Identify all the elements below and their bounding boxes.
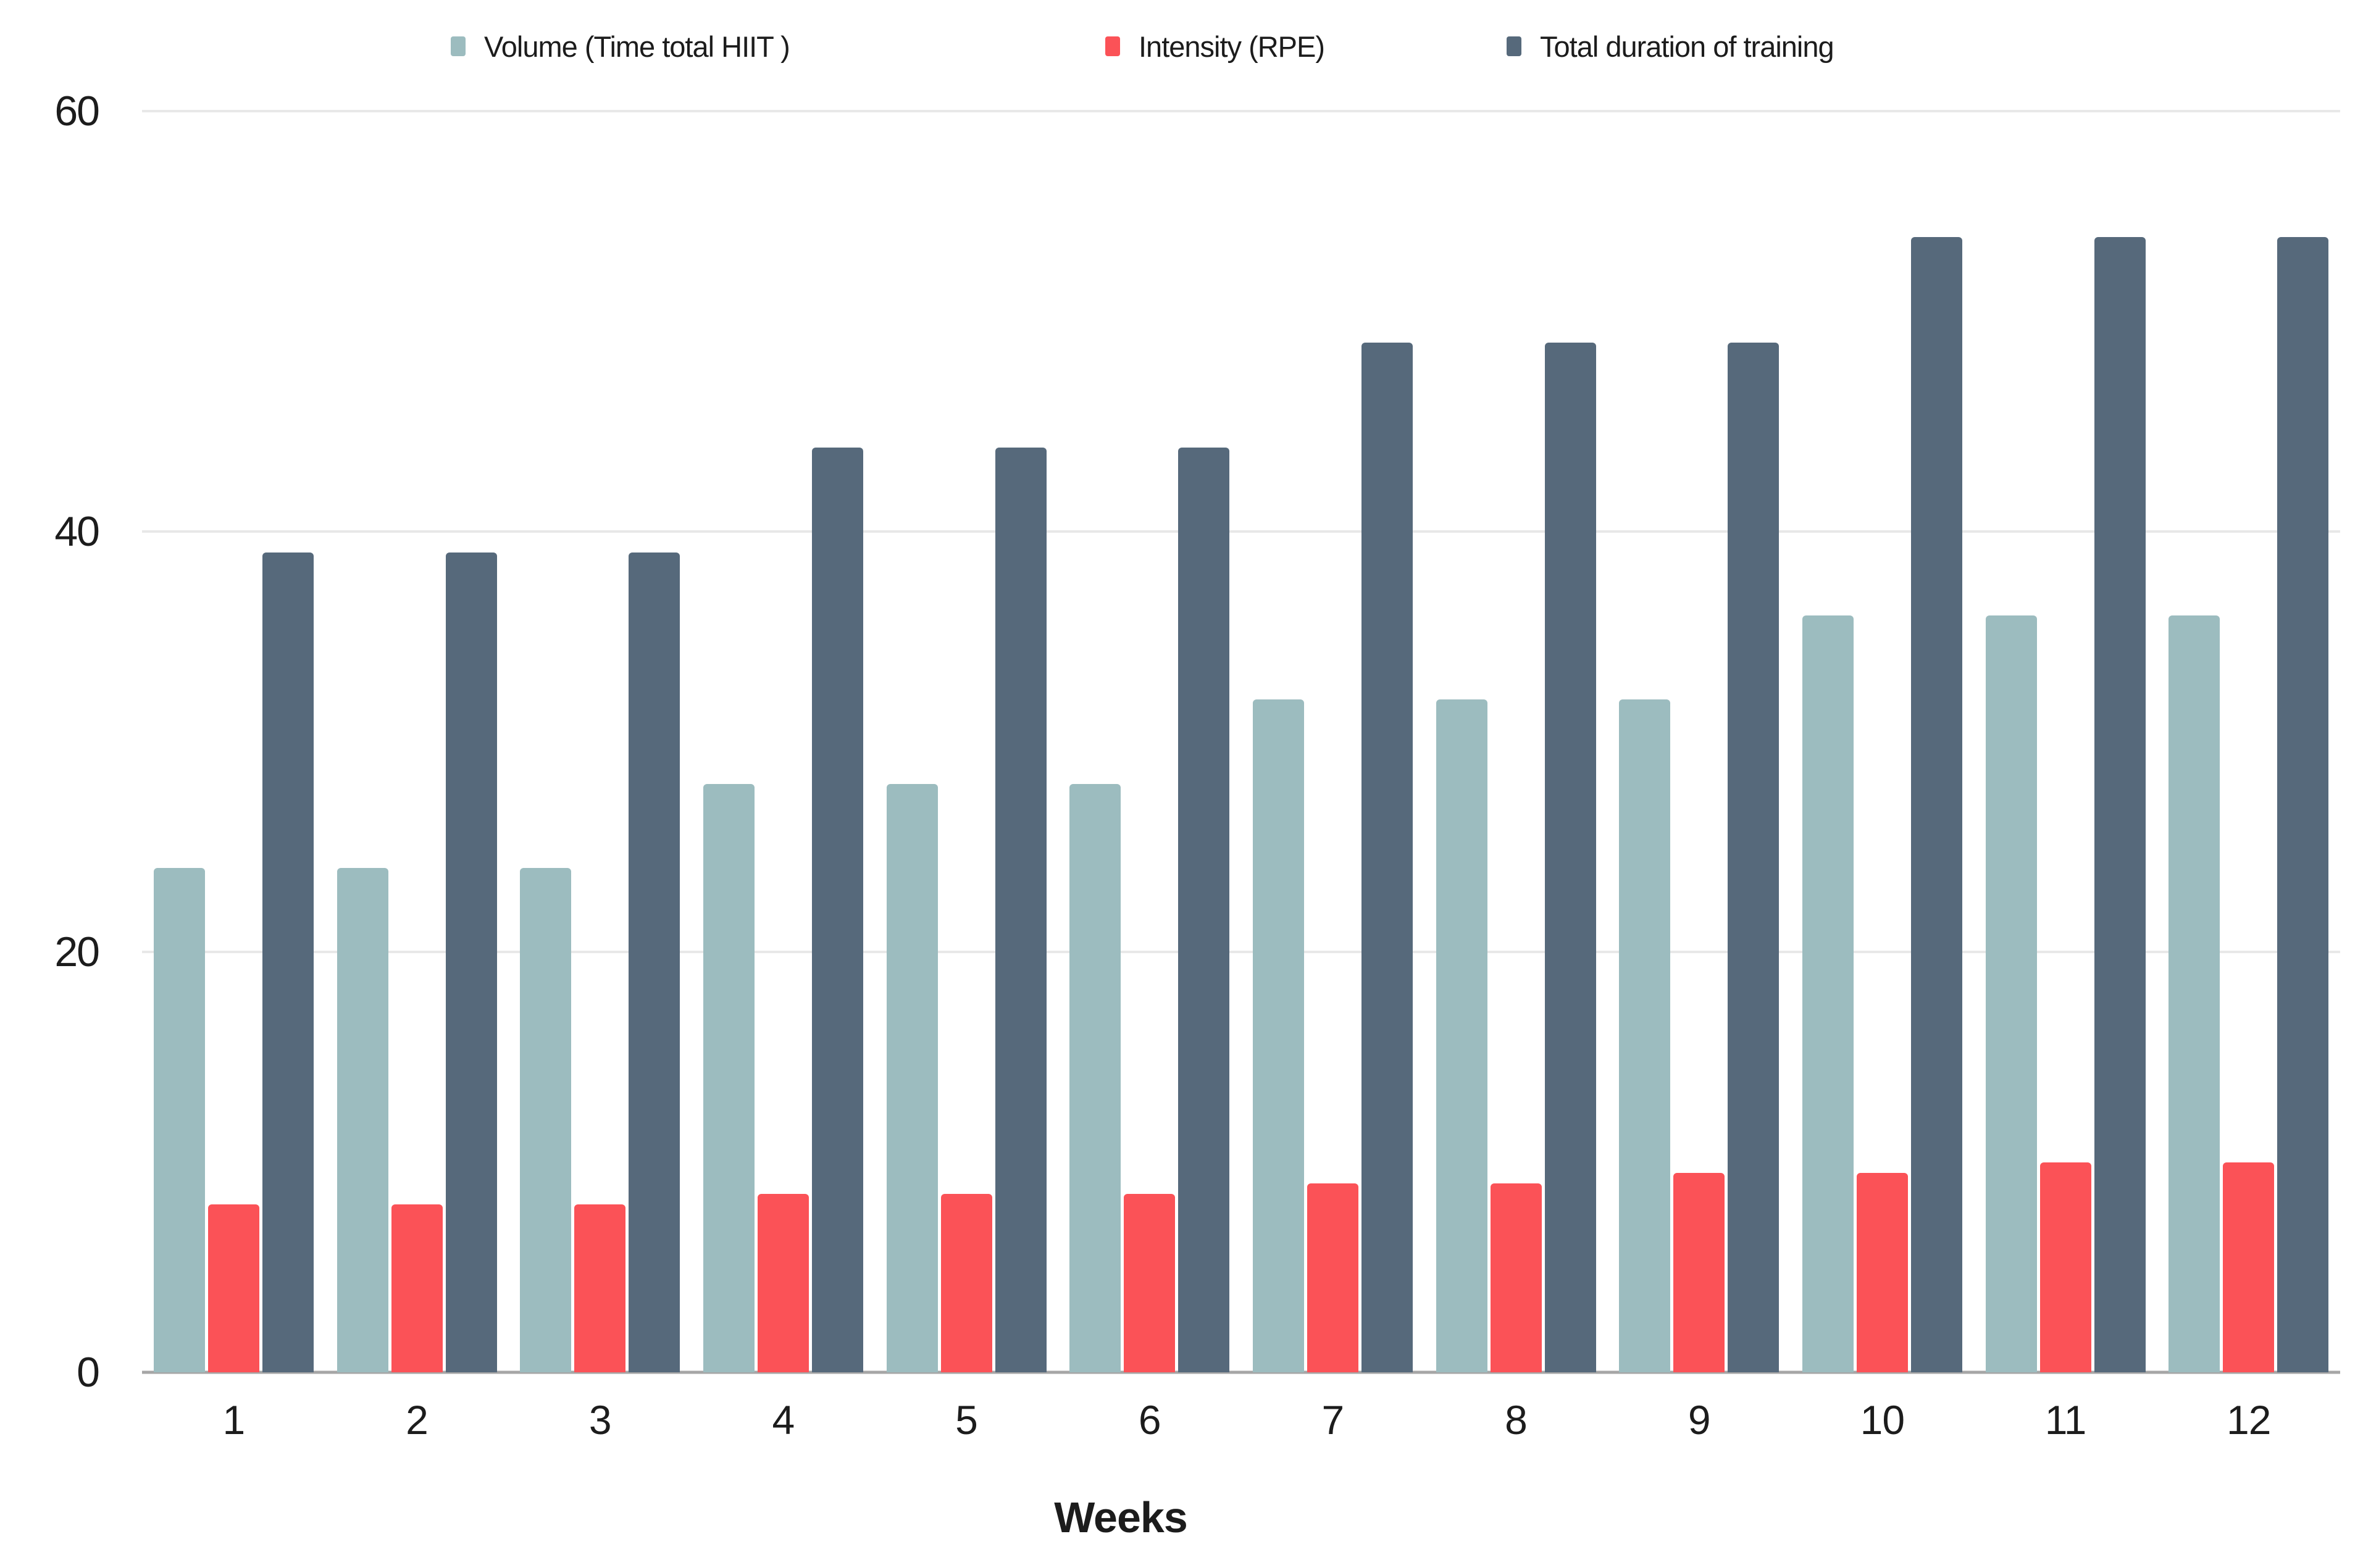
gridline-60 (142, 110, 2340, 112)
bar-duration-week-6 (1178, 447, 1230, 1372)
bar-group-week-3 (508, 111, 692, 1372)
bar-volume-week-7 (1252, 699, 1304, 1372)
x-tick-label-4: 4 (772, 1397, 795, 1443)
bar-duration-week-10 (1910, 237, 1962, 1372)
x-tick-label-6: 6 (1138, 1397, 1161, 1443)
legend-label-duration: Total duration of training (1540, 30, 1834, 63)
bar-duration-week-3 (629, 553, 680, 1372)
x-axis-line (142, 1370, 2340, 1374)
gridline-40 (142, 530, 2340, 533)
y-tick-label-0: 0 (77, 1349, 100, 1396)
bar-intensity-week-9 (1673, 1172, 1725, 1372)
bar-volume-week-1 (153, 867, 205, 1372)
bar-duration-week-8 (1544, 342, 1596, 1372)
bar-intensity-week-3 (574, 1204, 626, 1372)
bar-duration-week-11 (2094, 237, 2146, 1372)
y-tick-label-60: 60 (54, 88, 100, 135)
bar-volume-week-2 (337, 867, 388, 1372)
chart-legend: Volume (Time total HIIT ) Intensity (RPE)… (0, 19, 2363, 74)
bar-duration-week-7 (1361, 342, 1413, 1372)
legend-swatch-intensity (1105, 36, 1120, 56)
bar-volume-week-9 (1619, 699, 1671, 1372)
bar-intensity-week-7 (1307, 1183, 1358, 1372)
bar-group-week-2 (325, 111, 509, 1372)
bar-intensity-week-1 (207, 1204, 259, 1372)
bar-duration-week-1 (262, 553, 314, 1372)
x-tick-label-11: 11 (2044, 1397, 2087, 1443)
legend-label-volume: Volume (Time total HIIT ) (484, 30, 790, 63)
bar-group-week-5 (875, 111, 1058, 1372)
bar-volume-week-3 (520, 867, 572, 1372)
bar-group-week-1 (142, 111, 325, 1372)
bar-group-week-6 (1058, 111, 1241, 1372)
bar-duration-week-9 (1728, 342, 1780, 1372)
legend-swatch-duration (1507, 36, 1521, 56)
bar-intensity-week-2 (391, 1204, 443, 1372)
bar-group-week-7 (1241, 111, 1424, 1372)
legend-item-intensity: Intensity (RPE) (1105, 19, 1325, 74)
bar-intensity-week-8 (1490, 1183, 1542, 1372)
bar-group-week-12 (2157, 111, 2340, 1372)
y-tick-label-20: 20 (54, 928, 100, 975)
bar-intensity-week-5 (940, 1193, 992, 1372)
bar-volume-week-11 (1985, 615, 2037, 1372)
x-tick-label-8: 8 (1505, 1397, 1528, 1443)
bar-intensity-week-11 (2039, 1162, 2091, 1372)
legend-swatch-volume (451, 36, 466, 56)
x-tick-label-12: 12 (2227, 1397, 2271, 1443)
bar-duration-week-4 (811, 447, 863, 1372)
legend-item-volume: Volume (Time total HIIT ) (451, 19, 790, 74)
x-axis-tick-labels: 1 2 3 4 5 6 7 8 9 10 11 12 (142, 1396, 2340, 1443)
x-tick-label-9: 9 (1688, 1397, 1711, 1443)
x-tick-label-7: 7 (1321, 1397, 1345, 1443)
x-tick-label-3: 3 (588, 1397, 612, 1443)
x-axis-title: Weeks (1054, 1493, 1188, 1541)
legend-label-intensity: Intensity (RPE) (1139, 30, 1325, 63)
y-tick-label-40: 40 (54, 508, 100, 555)
bar-group-week-10 (1791, 111, 1974, 1372)
plot-area (142, 110, 2340, 1374)
bar-intensity-week-4 (757, 1193, 809, 1372)
bar-intensity-week-10 (1856, 1172, 1908, 1372)
x-tick-label-1: 1 (222, 1397, 245, 1443)
bar-volume-week-12 (2169, 615, 2220, 1372)
bar-group-week-8 (1424, 111, 1608, 1372)
bars-layer (142, 111, 2340, 1372)
gridline-20 (142, 951, 2340, 953)
bar-duration-week-5 (995, 447, 1047, 1372)
y-axis-tick-labels: 0 20 40 60 (0, 88, 114, 1396)
x-tick-label-5: 5 (955, 1397, 978, 1443)
bar-volume-week-6 (1069, 783, 1121, 1372)
bar-volume-week-4 (703, 783, 755, 1372)
x-tick-label-2: 2 (406, 1397, 429, 1443)
bar-intensity-week-6 (1124, 1193, 1176, 1372)
legend-item-duration: Total duration of training (1507, 19, 1834, 74)
bar-volume-week-10 (1802, 615, 1854, 1372)
bar-volume-week-8 (1436, 699, 1487, 1372)
bar-duration-week-12 (2277, 237, 2329, 1372)
bar-group-week-11 (1974, 111, 2157, 1372)
bar-group-week-9 (1607, 111, 1791, 1372)
bar-volume-week-5 (886, 783, 938, 1372)
bar-group-week-4 (692, 111, 875, 1372)
bar-duration-week-2 (445, 553, 497, 1372)
bar-intensity-week-12 (2223, 1162, 2275, 1372)
x-tick-label-10: 10 (1860, 1397, 1905, 1443)
